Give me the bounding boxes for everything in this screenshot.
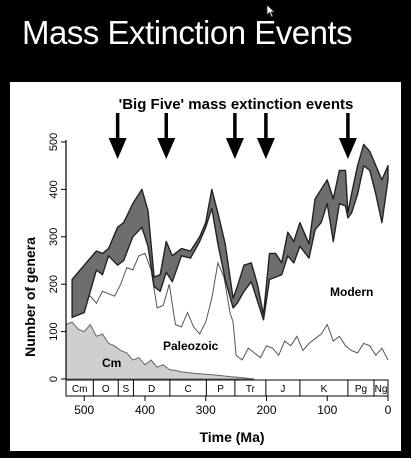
period-bar-frame [65, 379, 389, 397]
mouse-cursor-icon [266, 4, 276, 18]
extinction-arrow-head [225, 138, 244, 159]
period-label: D [148, 384, 155, 395]
extinction-arrows [108, 113, 357, 159]
period-label: S [123, 384, 130, 395]
chart-panel: 'Big Five' mass extinction events 0 100 20… [10, 82, 401, 451]
cm-fauna-area [65, 321, 255, 380]
fauna-areas [65, 143, 389, 380]
x-tick-label: 0 [385, 403, 392, 417]
y-tick-label: 300 [48, 228, 60, 246]
x-axis-title: Time (Ma) [199, 429, 264, 445]
y-tick-label: 100 [48, 322, 60, 340]
period-label: O [102, 384, 110, 395]
x-tick-label: 200 [256, 403, 276, 417]
fauna-label-paleozoic: Paleozoic [163, 339, 219, 353]
period-label: K [321, 384, 328, 395]
x-tick-label: 400 [135, 403, 155, 417]
y-axis-title: Number of genera [22, 237, 38, 357]
paleozoic-fauna-line [71, 252, 389, 361]
slide-title: Mass Extinction Events [22, 14, 353, 51]
period-label: Cm [72, 384, 88, 395]
mass-extinction-chart: 'Big Five' mass extinction events 0 100 20… [22, 96, 392, 445]
x-tick-label: 300 [196, 403, 216, 417]
extinction-arrow-head [256, 138, 275, 159]
period-label: Ng [375, 384, 388, 395]
extinction-arrow-head [108, 138, 127, 159]
y-tick-label: 0 [48, 376, 60, 382]
period-label: J [280, 384, 285, 395]
y-tick-label: 400 [48, 180, 60, 198]
fauna-label-cm: Cm [102, 356, 121, 370]
period-label: Pg [355, 384, 367, 395]
axes: 0 100 200 300 400 500 500 400 300 200 100 0 [48, 133, 392, 417]
extinction-arrow-head [338, 138, 357, 159]
chart-title: 'Big Five' mass extinction events [119, 96, 354, 113]
extinction-arrow-head [157, 138, 176, 159]
fauna-label-modern: Modern [330, 285, 373, 299]
x-tick-label: 100 [317, 403, 337, 417]
y-tick-label: 200 [48, 275, 60, 293]
x-tick-label: 500 [74, 403, 94, 417]
y-tick-label: 500 [48, 133, 60, 151]
period-label: P [217, 384, 224, 395]
period-label: Tr [246, 384, 256, 395]
total-diversity-band [71, 143, 389, 321]
period-bar: Cm O S D C P Tr J K Pg Ng [65, 379, 389, 397]
period-label: C [184, 384, 191, 395]
